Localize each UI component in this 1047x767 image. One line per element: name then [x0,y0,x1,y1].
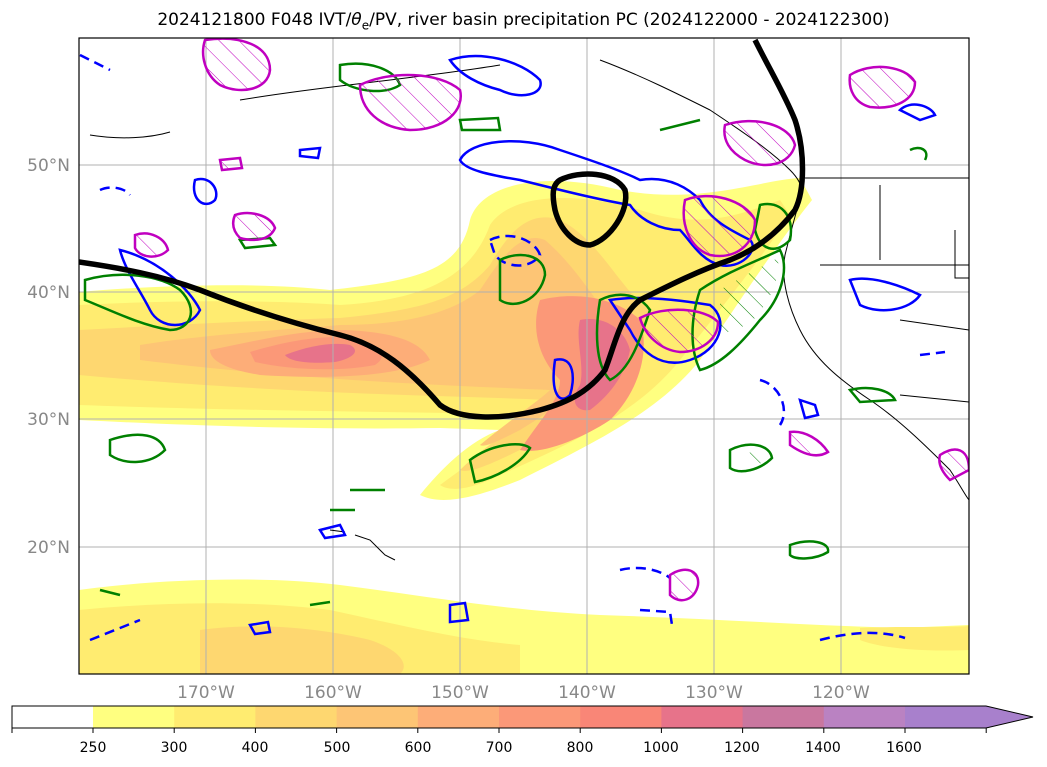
colorbar-swatch [661,706,744,728]
lon-labels: 170°W 160°W 150°W 140°W 130°W 120°W [177,683,870,703]
colorbar-label: 250 [80,740,107,756]
colorbar-label: 700 [486,740,513,756]
coastlines [89,59,969,561]
colorbar-ticks [11,728,987,733]
graticule [79,38,969,674]
lat-label-40: 40°N [27,283,70,303]
lat-label-30: 30°N [27,410,70,430]
lon-label-130w: 130°W [685,683,743,703]
colorbar-swatch [580,706,662,728]
colorbar-label: 800 [567,740,594,756]
colorbar-swatch [742,706,825,728]
colorbar-swatch [93,706,175,728]
precip-contours [83,62,928,607]
colorbar: 250 300 400 500 600 700 800 1000 1200 14… [11,705,1034,756]
colorbar-label: 1200 [724,740,760,756]
lat-labels: 50°N 40°N 30°N 20°N [27,156,70,558]
map-title: 2024121800 F048 IVT/θe/PV, river basin p… [157,10,890,33]
ivt-shading [79,178,969,674]
colorbar-swatch [336,706,419,728]
colorbar-swatch [499,706,581,728]
colorbar-swatches [12,706,1033,728]
precip-hatch [720,258,779,465]
lon-label-170w: 170°W [177,683,235,703]
theta-e-dashed [79,53,946,642]
colorbar-label: 600 [405,740,432,756]
colorbar-label: 300 [161,740,188,756]
map-area [79,38,969,674]
lon-label-150w: 150°W [431,683,489,703]
pv-jet-contour [79,38,806,420]
lon-label-120w: 120°W [812,683,870,703]
colorbar-label: 1600 [886,740,922,756]
colorbar-label: 1400 [805,740,841,756]
colorbar-swatch [823,706,906,728]
lon-label-140w: 140°W [558,683,616,703]
pv-contours [133,38,969,602]
colorbar-swatch [255,706,338,728]
colorbar-label: 1000 [643,740,679,756]
lon-label-160w: 160°W [304,683,362,703]
colorbar-swatch [417,706,500,728]
colorbar-swatch [12,706,93,728]
map-frame [78,37,970,675]
colorbar-label: 400 [242,740,269,756]
colorbar-labels: 250 300 400 500 600 700 800 1000 1200 14… [80,740,922,756]
colorbar-swatch [174,706,256,728]
colorbar-label: 500 [324,740,351,756]
colorbar-outline [11,705,1034,729]
colorbar-swatch [905,706,1033,728]
lat-label-20: 20°N [27,538,70,558]
lat-label-50: 50°N [27,156,70,176]
